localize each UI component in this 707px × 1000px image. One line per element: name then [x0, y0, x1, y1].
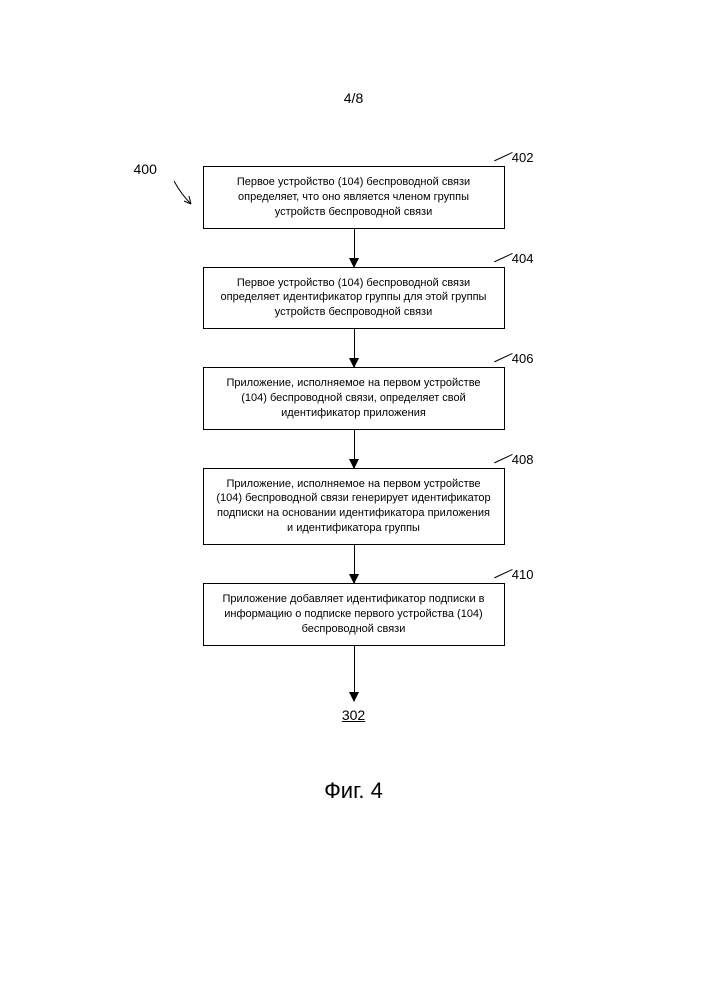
box-text: Первое устройство (104) беспроводной свя… [221, 277, 487, 319]
ref-label-404: 404 [512, 250, 534, 268]
page-number: 4/8 [0, 0, 707, 106]
flow-box-404: 404 Первое устройство (104) беспроводной… [203, 267, 505, 330]
box-text: Приложение, исполняемое на первом устрой… [226, 377, 480, 419]
ref-label-408: 408 [512, 451, 534, 469]
box-text: Первое устройство (104) беспроводной свя… [237, 176, 470, 218]
flowchart-container: 400 402 Первое устройство (104) беспрово… [104, 106, 604, 804]
flow-box-408: 408 Приложение, исполняемое на первом ус… [203, 468, 505, 545]
ref-label-402: 402 [512, 149, 534, 167]
figure-caption: Фиг. 4 [104, 778, 604, 804]
flow-box-406: 406 Приложение, исполняемое на первом ус… [203, 367, 505, 430]
end-ref-label: 302 [104, 707, 604, 723]
flow-box-402: 402 Первое устройство (104) беспроводной… [203, 166, 505, 229]
box-text: Приложение, исполняемое на первом устрой… [216, 478, 490, 535]
ref-label-410: 410 [512, 566, 534, 584]
ref-label-406: 406 [512, 350, 534, 368]
diagram-ref-label: 400 [134, 161, 157, 177]
box-text: Приложение добавляет идентификатор подпи… [222, 593, 484, 635]
flow-box-410: 410 Приложение добавляет идентификатор п… [203, 583, 505, 646]
